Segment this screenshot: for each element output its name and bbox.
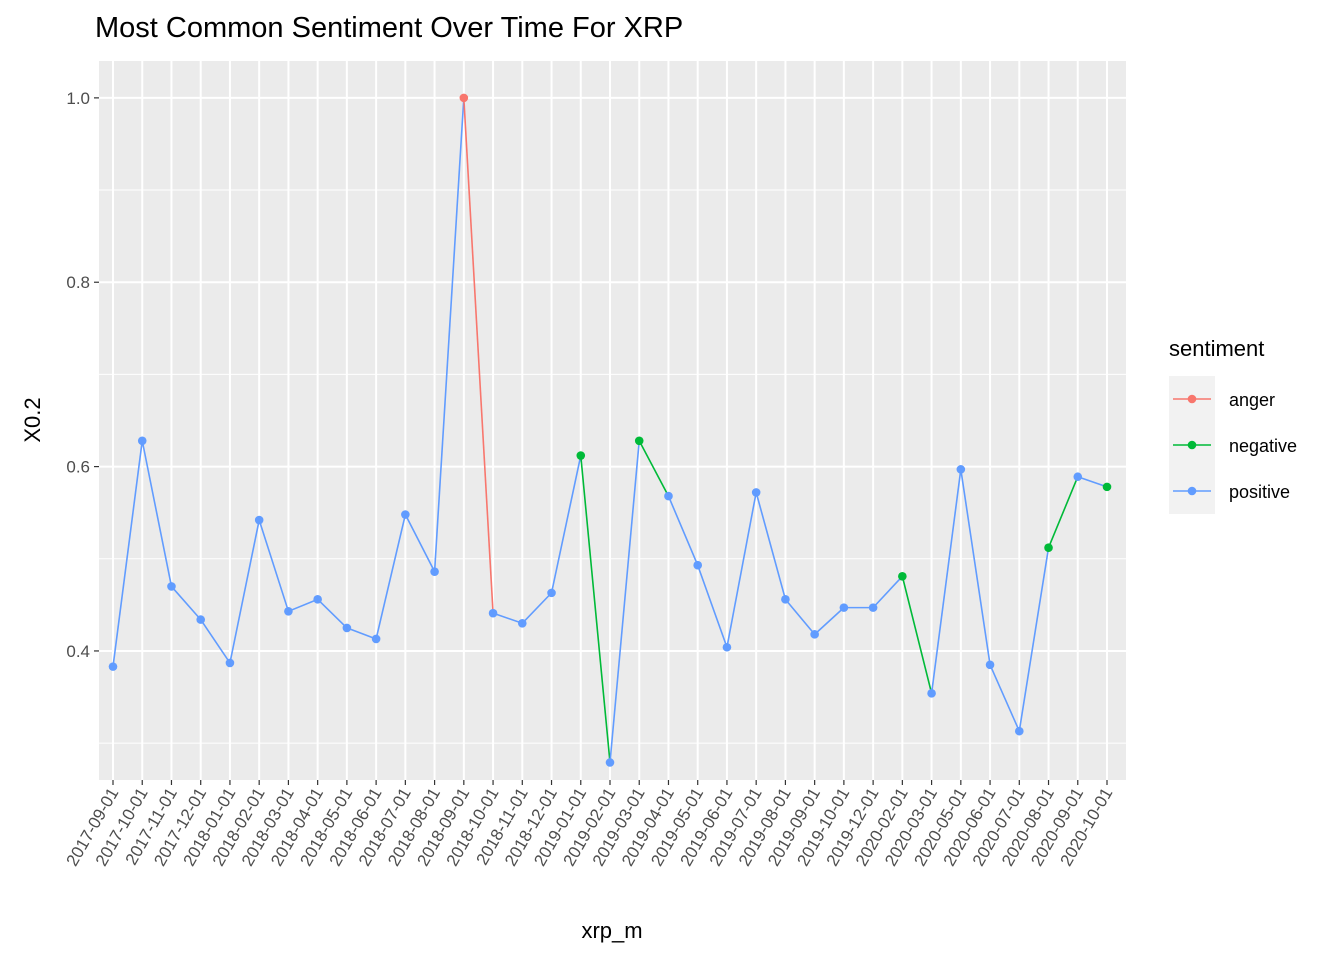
data-point-negative — [634, 436, 644, 446]
x-axis-title: xrp_m — [581, 918, 642, 943]
line-segment-positive — [667, 495, 699, 566]
line-segment-positive — [258, 519, 290, 612]
data-point-negative — [576, 451, 586, 460]
line-segment-positive — [404, 514, 436, 573]
data-point-positive — [781, 595, 790, 604]
x-axis: 2017-09-012017-10-012017-11-012017-12-01… — [63, 780, 1116, 869]
data-point-positive — [371, 634, 381, 644]
data-point-positive — [313, 595, 322, 604]
legend-label-positive: positive — [1229, 482, 1290, 502]
legend-title: sentiment — [1169, 336, 1264, 361]
line-segment-positive — [989, 664, 1021, 732]
y-tick-label: 0.8 — [66, 273, 90, 292]
line-segment-positive — [726, 492, 757, 648]
line-segment-anger — [463, 97, 494, 614]
grid-major — [99, 61, 1126, 780]
series-segments — [112, 97, 1108, 763]
data-point-positive — [985, 660, 995, 670]
line-segment-positive — [288, 598, 318, 613]
line-segment-positive — [317, 598, 348, 629]
data-point-positive — [196, 615, 206, 624]
line-segment-positive — [784, 598, 816, 635]
plot-panel — [99, 61, 1126, 780]
line-segment-negative — [901, 576, 933, 694]
data-point-positive — [254, 515, 264, 525]
data-point-positive — [225, 658, 235, 668]
data-point-positive — [664, 491, 673, 501]
line-segment-positive — [609, 440, 641, 763]
line-segment-negative — [638, 440, 670, 497]
data-point-positive — [517, 618, 527, 628]
line-segment-positive — [930, 469, 962, 694]
data-point-positive — [401, 510, 410, 519]
y-tick-label: 1.0 — [66, 89, 90, 108]
data-point-positive — [751, 488, 761, 497]
line-segment-negative — [579, 455, 611, 763]
data-point-positive — [1073, 472, 1083, 482]
line-segment-positive — [960, 469, 991, 665]
line-segment-positive — [112, 440, 144, 667]
chart-title: Most Common Sentiment Over Time For XRP — [95, 12, 684, 44]
data-point-positive — [839, 603, 849, 612]
data-point-positive — [927, 689, 936, 698]
line-segment-positive — [170, 585, 202, 621]
data-point-positive — [722, 642, 732, 652]
line-segment-positive — [1018, 547, 1050, 732]
data-point-negative — [898, 571, 907, 581]
y-tick-label: 0.4 — [66, 642, 90, 661]
data-point-positive — [284, 607, 293, 616]
data-point-positive — [868, 603, 878, 612]
data-point-positive — [693, 560, 703, 570]
data-point-anger — [459, 93, 469, 103]
data-point-positive — [810, 630, 819, 639]
line-segment-positive — [346, 627, 377, 640]
data-point-positive — [430, 567, 439, 576]
legend-key-point-positive — [1187, 486, 1197, 496]
line-segment-positive — [550, 455, 582, 594]
line-segment-positive — [755, 492, 787, 600]
line-segment-positive — [433, 97, 465, 572]
series-points — [108, 93, 1112, 767]
data-point-positive — [605, 758, 615, 767]
data-point-positive — [547, 588, 556, 598]
line-segment-positive — [375, 514, 407, 640]
legend-key-point-anger — [1187, 394, 1197, 404]
legend-key-point-negative — [1187, 440, 1197, 450]
legend: sentiment anger negative positive — [1169, 336, 1297, 514]
y-axis: 0.4 0.6 0.8 1.0 — [66, 89, 99, 661]
data-point-positive — [137, 436, 147, 446]
data-point-positive — [108, 662, 118, 671]
y-axis-title: X0.2 — [20, 397, 45, 442]
data-point-negative — [1102, 482, 1112, 492]
data-point-positive — [488, 608, 498, 618]
line-segment-positive — [492, 612, 523, 625]
data-point-positive — [1014, 726, 1024, 736]
line-segment-positive — [1077, 475, 1108, 488]
line-segment-positive — [872, 575, 903, 609]
data-point-negative — [1044, 543, 1053, 553]
line-segment-positive — [814, 607, 845, 635]
legend-label-anger: anger — [1229, 390, 1275, 410]
line-segment-negative — [1047, 476, 1079, 549]
line-segment-positive — [229, 519, 260, 664]
data-point-positive — [956, 465, 966, 474]
line-segment-positive — [521, 592, 553, 624]
line-segment-positive — [200, 619, 231, 664]
y-tick-label: 0.6 — [66, 458, 90, 477]
line-segment-positive — [696, 564, 728, 648]
legend-label-negative: negative — [1229, 436, 1297, 456]
line-segment-positive — [141, 440, 173, 587]
data-point-positive — [167, 582, 176, 591]
data-point-positive — [342, 623, 352, 633]
